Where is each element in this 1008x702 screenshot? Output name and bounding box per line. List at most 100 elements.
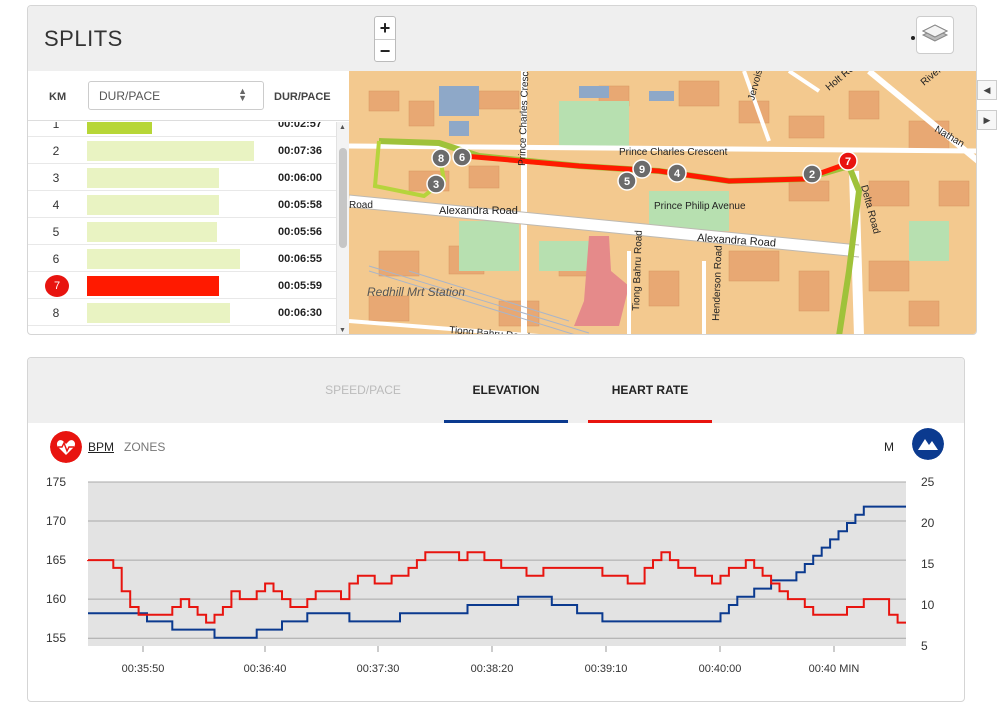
heart-rate-tab-underline xyxy=(588,420,712,423)
metric-select-value: DUR/PACE xyxy=(99,89,161,103)
collapse-left-icon[interactable]: ◀ xyxy=(977,80,997,100)
heart-rate-series-line xyxy=(87,551,906,624)
heart-rate-icon xyxy=(50,431,82,463)
split-pace: 00:06:00 xyxy=(278,172,323,184)
y-right-tick: 5 xyxy=(921,639,928,653)
splits-table-header: KM DUR/PACE ▲ ▼ DUR/PACE xyxy=(28,71,349,121)
map-road-label: Prince Charles Crescent xyxy=(517,71,532,166)
x-tick-label: 00:35:50 xyxy=(122,663,165,675)
elevation-icon xyxy=(912,428,944,460)
y-left-tick: 155 xyxy=(46,631,66,645)
select-arrows-icon: ▲ ▼ xyxy=(238,86,247,103)
plot-area xyxy=(88,482,906,646)
splits-scrollbar[interactable]: ▲ ▼ xyxy=(336,122,349,334)
map-split-marker[interactable]: 3 xyxy=(426,174,446,194)
scroll-thumb[interactable] xyxy=(339,148,347,248)
map-split-marker[interactable]: 7 xyxy=(838,151,858,171)
map-zoom-control: + − xyxy=(374,16,396,62)
map-marker-label: 6 xyxy=(459,152,465,164)
split-pace-bar xyxy=(87,222,217,242)
map-road-label: Holt Road xyxy=(824,71,865,93)
split-row[interactable]: 3 00:06:00 xyxy=(28,165,338,191)
km-column-header: KM xyxy=(49,91,67,103)
split-row[interactable]: 8 00:06:30 xyxy=(28,300,338,326)
bpm-label[interactable]: BPM xyxy=(88,440,115,454)
split-km: 8 xyxy=(52,306,60,320)
split-pace: 00:05:59 xyxy=(278,280,323,292)
elevation-series-line xyxy=(88,505,906,639)
split-km: 4 xyxy=(52,198,60,212)
split-pace: 00:02:57 xyxy=(278,122,323,130)
metric-select[interactable]: DUR/PACE ▲ ▼ xyxy=(88,81,264,110)
map-split-marker[interactable]: 6 xyxy=(452,147,472,167)
collapse-right-icon[interactable]: ▶ xyxy=(977,110,997,130)
y-left-tick: 160 xyxy=(46,592,66,606)
split-pace: 00:06:30 xyxy=(278,307,323,319)
map-canvas: Prince Charles Crescent Prince Philip Ave… xyxy=(349,71,976,334)
pace-column-header: DUR/PACE xyxy=(274,91,331,103)
chart-tabs: SPEED/PACE ELEVATION HEART RATE xyxy=(28,358,964,423)
split-row[interactable]: 4 00:05:58 xyxy=(28,192,338,218)
y-right-tick: 25 xyxy=(921,475,935,489)
x-tick-label: 00:37:30 xyxy=(357,663,400,675)
map-road-label: Prince Philip Avenue xyxy=(654,201,746,212)
tab-heart-rate[interactable]: HEART RATE xyxy=(611,383,689,397)
route-map[interactable]: Prince Charles Crescent Prince Philip Ave… xyxy=(349,71,976,334)
map-road-label: Jervois Road xyxy=(746,71,772,102)
zoom-out-button[interactable]: − xyxy=(375,39,395,61)
x-tick-label: 00:38:20 xyxy=(471,663,514,675)
split-pace-bar xyxy=(87,141,254,161)
x-tick-label: 00:36:40 xyxy=(244,663,287,675)
splits-card: SPLITS + − KM DUR/PACE ▲ ▼ DUR/PACE 1 00:0… xyxy=(27,5,977,335)
map-road-label: Alexandra Road xyxy=(439,205,518,217)
tab-speed-pace[interactable]: SPEED/PACE xyxy=(325,383,401,397)
x-tick-label: 00:40 MIN xyxy=(809,663,860,675)
map-road-label: Road xyxy=(349,200,373,211)
map-layers-button[interactable] xyxy=(916,16,954,54)
split-km: 3 xyxy=(52,171,60,185)
split-row[interactable]: 5 00:05:56 xyxy=(28,219,338,245)
split-pace-bar xyxy=(87,168,219,188)
side-arrows: ◀ ▶ xyxy=(977,80,997,140)
map-road-label: Prince Charles Crescent xyxy=(619,147,728,158)
scroll-down-icon[interactable]: ▼ xyxy=(339,327,346,334)
split-km: 7 xyxy=(45,275,69,297)
split-km: 1 xyxy=(52,122,60,131)
heart-rate-elevation-chart: 175 170 165 160 155 25 20 15 10 5 00:35:50 00:36:40… xyxy=(46,475,935,675)
tab-elevation[interactable]: ELEVATION xyxy=(472,383,540,397)
x-tick-label: 00:39:10 xyxy=(585,663,628,675)
y-right-tick: 20 xyxy=(921,516,935,530)
scroll-up-icon[interactable]: ▲ xyxy=(339,124,346,131)
map-marker-label: 8 xyxy=(438,153,444,165)
map-split-marker[interactable]: 4 xyxy=(667,163,687,183)
zoom-in-button[interactable]: + xyxy=(379,18,391,38)
meters-label: M xyxy=(884,440,894,454)
map-split-marker[interactable]: 2 xyxy=(802,164,822,184)
zones-label[interactable]: ZONES xyxy=(124,440,166,454)
map-road-label: Henderson Road xyxy=(711,245,725,321)
split-pace: 00:06:55 xyxy=(278,253,323,265)
map-marker-label: 5 xyxy=(624,176,630,188)
split-pace-bar xyxy=(87,195,219,215)
elevation-tab-underline xyxy=(444,420,568,423)
split-row[interactable]: 2 00:07:36 xyxy=(28,138,338,164)
split-pace-bar xyxy=(87,303,230,323)
map-marker-label: 7 xyxy=(845,156,851,168)
map-split-marker[interactable]: 9 xyxy=(632,159,652,179)
splits-header: SPLITS + − xyxy=(28,6,976,71)
split-pace-bar xyxy=(87,276,219,296)
split-row[interactable]: 7 00:05:59 xyxy=(28,273,338,299)
map-road-label: Redhill Mrt Station xyxy=(367,285,465,299)
map-marker-label: 2 xyxy=(809,169,815,181)
split-row[interactable]: 1 00:02:57 xyxy=(28,122,338,137)
split-pace: 00:05:58 xyxy=(278,199,323,211)
map-split-marker[interactable]: 5 xyxy=(617,171,637,191)
map-split-marker[interactable]: 8 xyxy=(431,148,451,168)
y-right-tick: 15 xyxy=(921,557,935,571)
y-left-tick: 170 xyxy=(46,514,66,528)
splits-rows: 1 00:02:57 2 00:07:36 3 00:06:00 4 00:05:58 5 00:… xyxy=(28,122,338,334)
split-pace-bar xyxy=(87,249,240,269)
map-marker-label: 4 xyxy=(674,168,681,180)
split-row[interactable]: 6 00:06:55 xyxy=(28,246,338,272)
split-km: 5 xyxy=(52,225,60,239)
